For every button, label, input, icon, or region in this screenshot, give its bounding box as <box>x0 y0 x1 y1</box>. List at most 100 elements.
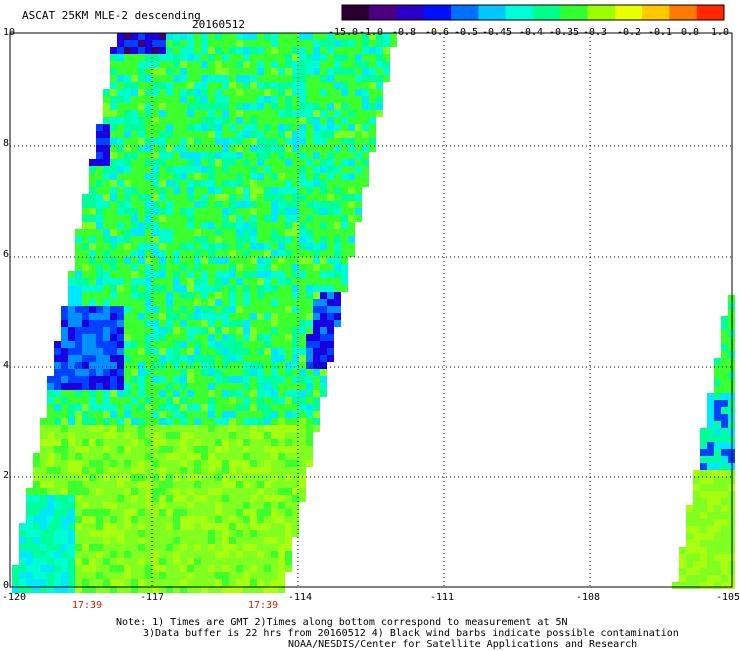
swath-cell <box>173 166 180 173</box>
swath-cell <box>117 418 124 425</box>
swath-cell <box>376 75 383 82</box>
swath-cell <box>117 89 124 96</box>
swath-cell <box>250 523 257 530</box>
swath-cell <box>47 439 54 446</box>
swath-cell <box>131 509 138 516</box>
swath-cell <box>250 509 257 516</box>
swath-cell <box>124 446 131 453</box>
swath-cell <box>26 537 33 544</box>
swath-cell <box>278 474 285 481</box>
swath-cell <box>110 411 117 418</box>
colorbar-label: -15.0 <box>327 27 359 38</box>
swath-cell <box>327 180 334 187</box>
swath-cell <box>166 173 173 180</box>
swath-cell <box>173 495 180 502</box>
swath-cell <box>194 180 201 187</box>
swath-cell <box>26 565 33 572</box>
swath-cell <box>40 516 47 523</box>
swath-cell <box>82 376 89 383</box>
swath-cell <box>152 124 159 131</box>
swath-cell <box>117 271 124 278</box>
swath-cell <box>264 243 271 250</box>
swath-cell <box>82 201 89 208</box>
swath-cell <box>110 397 117 404</box>
swath-cell <box>145 257 152 264</box>
swath-cell <box>362 159 369 166</box>
swath-cell <box>187 257 194 264</box>
swath-cell <box>33 586 40 593</box>
swath-cell <box>208 474 215 481</box>
swath-cell <box>236 530 243 537</box>
swath-cell <box>159 383 166 390</box>
swath-cell <box>124 152 131 159</box>
swath-cell <box>82 292 89 299</box>
swath-cell <box>264 159 271 166</box>
swath-cell <box>180 166 187 173</box>
swath-cell <box>355 40 362 47</box>
swath-cell <box>285 243 292 250</box>
swath-cell <box>61 411 68 418</box>
swath-cell <box>264 369 271 376</box>
swath-cell <box>292 320 299 327</box>
swath-cell <box>145 180 152 187</box>
swath-cell <box>721 330 728 337</box>
swath-cell <box>215 257 222 264</box>
swath-cell <box>180 96 187 103</box>
swath-cell <box>194 516 201 523</box>
swath-cell <box>376 61 383 68</box>
swath-cell <box>271 117 278 124</box>
swath-cell <box>271 33 278 40</box>
swath-cell <box>187 243 194 250</box>
swath-cell <box>75 320 82 327</box>
swath-cell <box>236 271 243 278</box>
swath-cell <box>236 187 243 194</box>
swath-cell <box>187 488 194 495</box>
swath-cell <box>187 201 194 208</box>
swath-cell <box>707 561 714 568</box>
swath-cell <box>124 481 131 488</box>
swath-cell <box>257 523 264 530</box>
swath-cell <box>334 285 341 292</box>
swath-cell <box>166 488 173 495</box>
swath-cell <box>131 341 138 348</box>
swath-cell <box>103 425 110 432</box>
swath-cell <box>369 75 376 82</box>
swath-cell <box>292 236 299 243</box>
swath-cell <box>89 271 96 278</box>
swath-cell <box>721 568 728 575</box>
swath-cell <box>166 397 173 404</box>
swath-cell <box>110 194 117 201</box>
swath-cell <box>334 124 341 131</box>
swath-cell <box>292 243 299 250</box>
swath-cell <box>236 201 243 208</box>
swath-cell <box>278 54 285 61</box>
swath-cell <box>138 187 145 194</box>
swath-cell <box>131 40 138 47</box>
swath-cell <box>264 453 271 460</box>
swath-cell <box>145 96 152 103</box>
swath-cell <box>215 159 222 166</box>
swath-cell <box>250 558 257 565</box>
swath-cell <box>166 460 173 467</box>
swath-cell <box>47 572 54 579</box>
swath-cell <box>299 383 306 390</box>
swath-cell <box>285 530 292 537</box>
swath-cell <box>75 355 82 362</box>
swath-cell <box>229 40 236 47</box>
swath-cell <box>187 320 194 327</box>
swath-cell <box>61 474 68 481</box>
swath-cell <box>145 61 152 68</box>
swath-cell <box>215 327 222 334</box>
swath-cell <box>89 278 96 285</box>
swath-cell <box>131 208 138 215</box>
swath-cell <box>369 96 376 103</box>
swath-cell <box>243 159 250 166</box>
swath-cell <box>54 586 61 593</box>
swath-cell <box>82 194 89 201</box>
swath-cell <box>707 526 714 533</box>
swath-cell <box>686 505 693 512</box>
swath-cell <box>194 341 201 348</box>
swath-cell <box>75 467 82 474</box>
swath-cell <box>700 540 707 547</box>
swath-cell <box>166 495 173 502</box>
